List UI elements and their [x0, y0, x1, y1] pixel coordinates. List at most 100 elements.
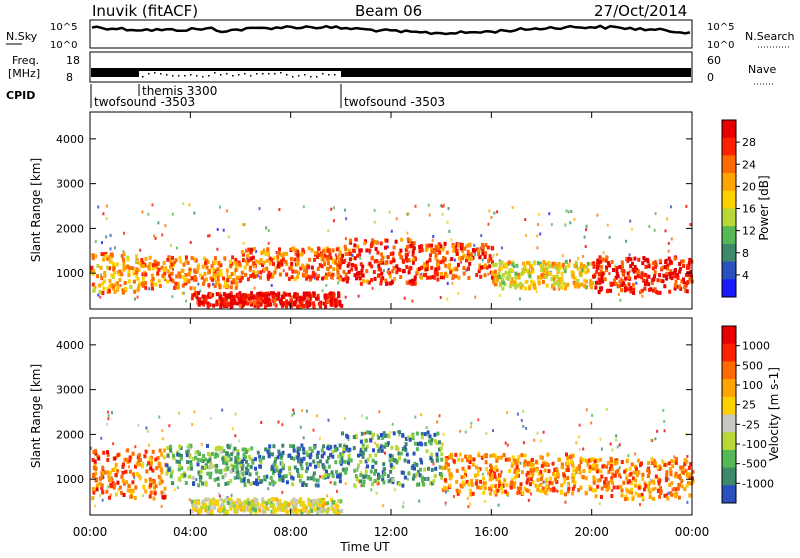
- echo-cell: [399, 275, 403, 279]
- echo-cell: [316, 478, 320, 483]
- nave-point: [160, 73, 162, 75]
- echo-cell: [451, 281, 454, 285]
- echo-cell: [432, 275, 436, 280]
- echo-cell: [670, 276, 674, 281]
- echo-cell: [314, 483, 318, 488]
- echo-cell: [544, 274, 548, 279]
- echo-cell: [580, 267, 584, 272]
- echo-cell: [113, 290, 117, 294]
- echo-cell: [631, 267, 635, 272]
- echo-cell: [185, 255, 188, 260]
- echo-cell: [599, 437, 602, 441]
- echo-cell: [91, 282, 95, 287]
- echo-cell: [296, 249, 300, 254]
- echo-cell: [176, 486, 179, 490]
- echo-cell: [101, 241, 103, 245]
- echo-cell: [166, 279, 170, 284]
- nave-point: [244, 73, 246, 75]
- echo-cell: [668, 272, 672, 276]
- echo-cell: [454, 248, 457, 253]
- echo-cell: [691, 479, 695, 484]
- cpid-segment-1: twofsound -3503: [94, 95, 195, 109]
- echo-cell: [325, 459, 329, 464]
- echo-cell: [469, 425, 472, 429]
- echo-cell: [164, 224, 167, 228]
- echo-cell: [210, 510, 214, 515]
- echo-cell: [516, 491, 520, 495]
- echo-cell: [457, 275, 461, 280]
- echo-cell: [316, 255, 320, 259]
- echo-cell: [342, 449, 346, 454]
- echo-cell: [648, 490, 652, 495]
- echo-cell: [336, 505, 339, 510]
- echo-cell: [221, 475, 225, 480]
- echo-cell: [389, 251, 393, 256]
- echo-cell: [173, 285, 177, 290]
- echo-cell: [561, 262, 565, 267]
- echo-cell: [341, 467, 345, 472]
- echo-cell: [556, 263, 560, 268]
- echo-cell: [308, 293, 312, 298]
- echo-cell: [329, 481, 332, 484]
- echo-cell: [337, 246, 341, 251]
- echo-cell: [585, 408, 588, 412]
- echo-cell: [326, 257, 330, 262]
- echo-cell: [689, 472, 693, 477]
- echo-cell: [111, 411, 113, 415]
- echo-cell: [479, 274, 483, 279]
- echo-cell: [110, 253, 114, 257]
- echo-cell: [673, 256, 677, 261]
- echo-cell: [155, 261, 159, 266]
- echo-cell: [300, 251, 304, 256]
- echo-cell: [530, 492, 532, 496]
- echo-cell: [667, 256, 671, 261]
- nave-point: [202, 76, 204, 78]
- echo-cell: [265, 299, 269, 304]
- echo-cell: [255, 482, 259, 487]
- echo-cell: [428, 213, 431, 217]
- echo-cell: [611, 472, 615, 477]
- echo-cell: [598, 280, 602, 285]
- echo-cell: [645, 257, 649, 262]
- echo-cell: [229, 469, 233, 474]
- echo-cell: [625, 239, 628, 243]
- echo-cell: [280, 253, 284, 258]
- echo-cell: [606, 223, 609, 227]
- echo-cell: [325, 255, 329, 260]
- y-tick-label: 3000: [56, 178, 84, 191]
- echo-cell: [91, 496, 95, 501]
- echo-cell: [106, 450, 109, 455]
- echo-cell: [196, 265, 200, 270]
- echo-cell: [511, 262, 515, 267]
- echo-cell: [492, 254, 495, 257]
- echo-cell: [165, 471, 169, 476]
- echo-cell: [615, 460, 619, 465]
- echo-cell: [530, 457, 534, 462]
- echo-cell: [438, 465, 442, 470]
- echo-cell: [281, 490, 284, 494]
- echo-cell: [481, 258, 484, 262]
- echo-cell: [150, 282, 154, 287]
- cpid-label: CPID: [6, 89, 35, 102]
- echo-cell: [95, 477, 99, 482]
- y-tick-label: 4000: [56, 339, 84, 352]
- echo-cell: [103, 273, 107, 278]
- echo-cell: [409, 243, 413, 248]
- echo-cell: [199, 505, 203, 510]
- echo-cell: [330, 275, 334, 280]
- echo-cell: [512, 282, 516, 287]
- echo-cell: [217, 299, 221, 304]
- echo-cell: [272, 503, 275, 508]
- echo-cell: [395, 264, 399, 269]
- echo-cell: [244, 272, 248, 277]
- echo-cell: [171, 295, 174, 299]
- echo-cell: [284, 292, 288, 297]
- echo-cell: [564, 492, 568, 497]
- echo-cell: [409, 238, 413, 243]
- echo-cell: [251, 506, 255, 511]
- echo-cell: [229, 291, 233, 296]
- echo-cell: [462, 271, 466, 276]
- echo-cell: [223, 467, 227, 472]
- echo-cell: [222, 300, 226, 305]
- echo-cell: [392, 265, 396, 270]
